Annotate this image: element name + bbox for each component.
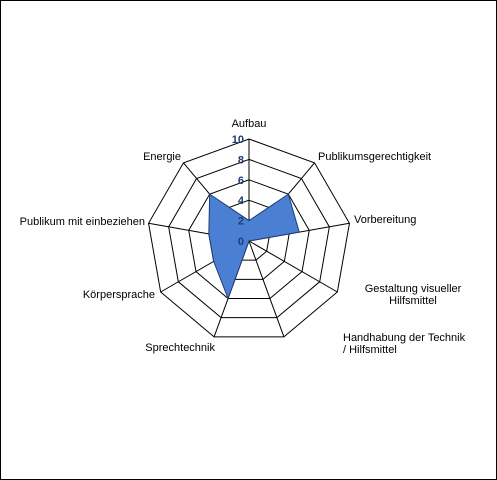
category-label-2: Vorbereitung [354, 214, 416, 226]
category-label-8: Energie [143, 151, 181, 163]
tick-label-6: 6 [238, 175, 244, 187]
grid-spoke-3 [248, 240, 338, 293]
category-label-0: Aufbau [232, 118, 267, 130]
grid-ring-8 [168, 158, 330, 319]
category-label-3: Gestaltung visueller Hilfsmittel [365, 283, 462, 307]
tick-label-10: 10 [232, 134, 244, 146]
grid-spoke-4 [248, 240, 285, 338]
radar-category-labels: Aufbau Publikumsgerechtigkeit Vorbereitung… [20, 118, 466, 356]
radar-tick-labels: 0 2 4 6 8 10 [232, 134, 245, 248]
tick-label-4: 4 [238, 195, 245, 207]
category-label-1: Publikumsgerechtigkeit [318, 151, 431, 163]
category-label-6: Körpersprache [83, 289, 155, 301]
tick-label-8: 8 [238, 154, 244, 166]
tick-label-2: 2 [238, 216, 244, 228]
radar-series [208, 193, 300, 300]
grid-ring-10 [148, 138, 350, 338]
series-area-0 [208, 193, 300, 300]
grid-ring-6 [188, 179, 310, 300]
category-label-7: Publikum mit einbeziehen [20, 216, 145, 228]
category-label-5: Sprechtechnik [145, 342, 215, 354]
tick-label-0: 0 [238, 236, 244, 248]
category-label-4: Handhabung der Technik / Hilfsmittel [343, 332, 466, 356]
